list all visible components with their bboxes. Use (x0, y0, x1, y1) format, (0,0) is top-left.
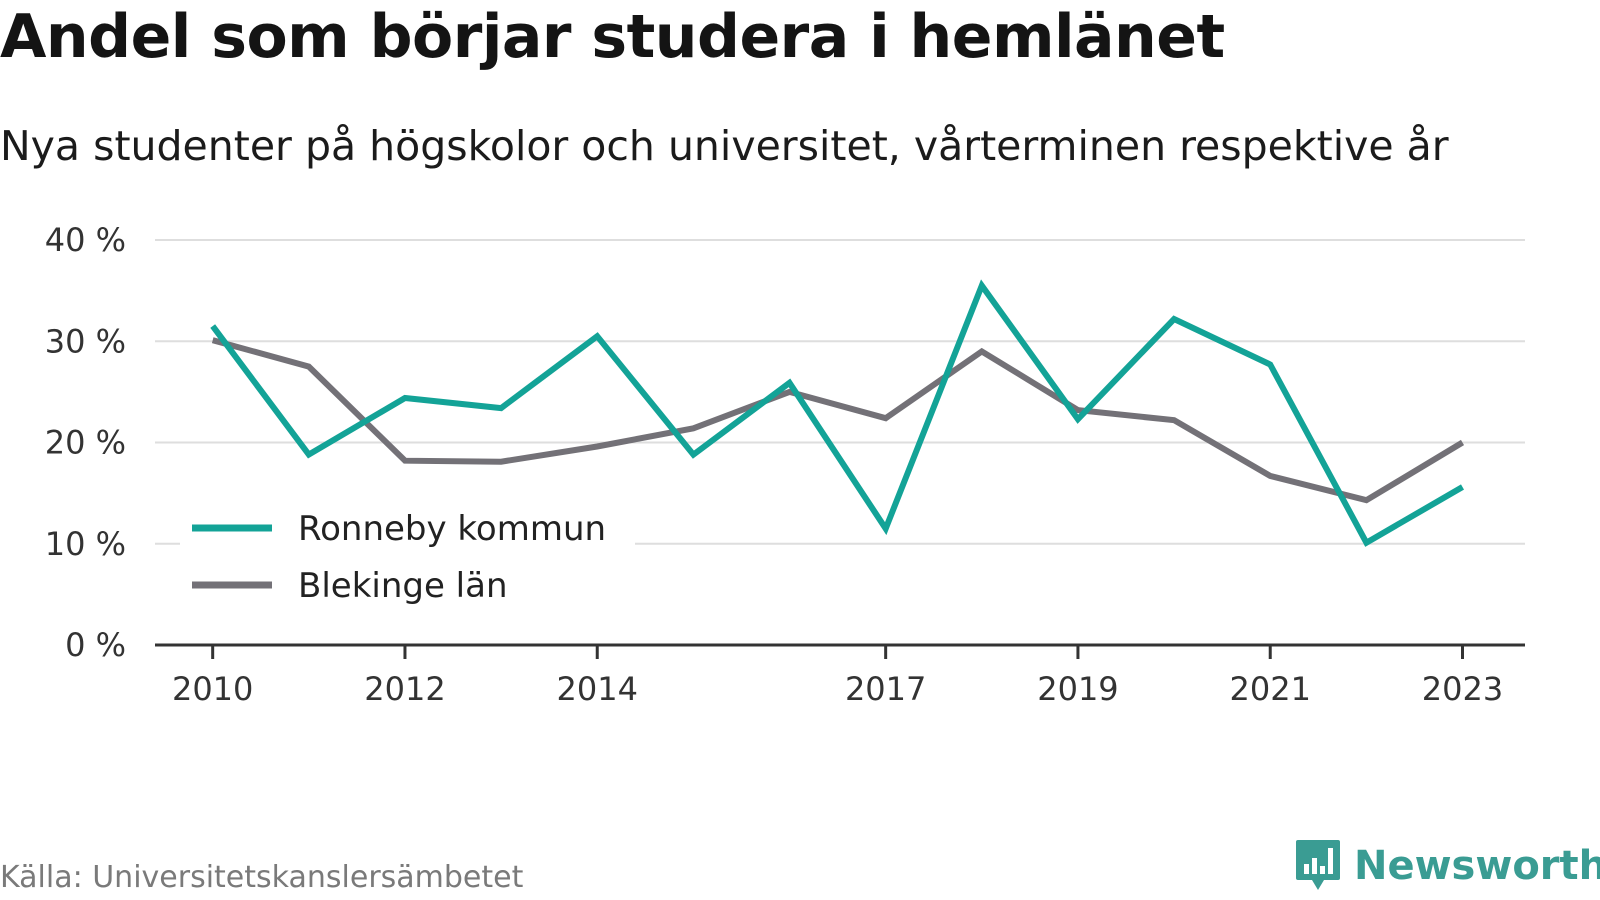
gridlines (155, 239, 1525, 545)
x-tick-label: 2019 (1037, 670, 1118, 708)
y-tick-label: 40 % (45, 221, 126, 259)
x-tick-label: 2023 (1422, 670, 1503, 708)
series-line-blekinge-lan (211, 337, 1465, 504)
chart-subtitle: Nya studenter på högskolor och universit… (0, 122, 1449, 170)
legend-label: Ronneby kommun (298, 509, 606, 549)
series-lines (210, 279, 1465, 547)
y-tick-label: 20 % (45, 424, 126, 462)
legend: Ronneby kommun Blekinge län (180, 500, 635, 610)
series-line-ronneby-kommun (210, 279, 1465, 547)
x-tick-label: 2014 (557, 670, 638, 708)
source-text: Källa: Universitetskanslersämbetet (0, 860, 524, 895)
legend-label: Blekinge län (298, 566, 508, 606)
y-tick-label: 30 % (45, 322, 126, 360)
y-tick-label: 0 % (65, 626, 126, 664)
chart-title: Andel som börjar studera i hemlänet (0, 2, 1225, 72)
y-tick-label: 10 % (45, 525, 126, 563)
brand-name: Newsworthy (1354, 843, 1600, 889)
legend-background (180, 500, 635, 610)
y-axis-ticks: 0 % 10 % 20 % 30 % 40 % (45, 221, 126, 664)
x-axis: 2010 2012 2014 2017 2019 2021 2023 (155, 643, 1525, 708)
brand-logo: Newsworthy (1294, 838, 1600, 894)
x-tick-label: 2017 (845, 670, 926, 708)
bar-chart-speech-bubble-icon (1296, 840, 1340, 890)
x-tick-label: 2021 (1230, 670, 1311, 708)
x-tick-label: 2012 (364, 670, 445, 708)
x-tick-label: 2010 (172, 670, 253, 708)
